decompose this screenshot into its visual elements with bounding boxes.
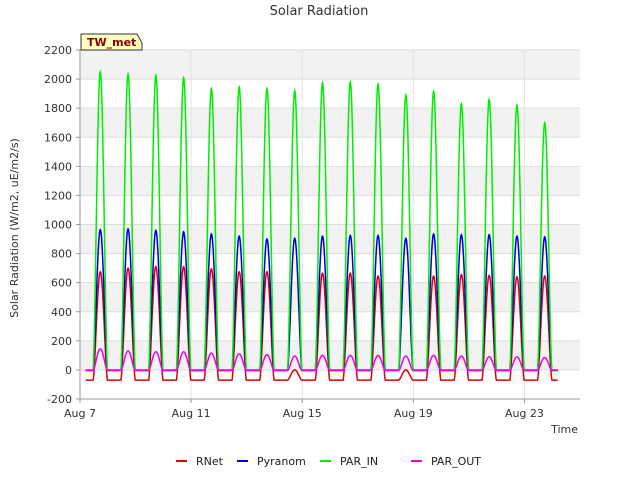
y-tick-label: 1800 [44,102,72,115]
axes: -200 0 200 400 600 800 1000 1200 1400 1600 1800 200… [44,44,580,420]
y-tick-label: 600 [51,277,72,290]
series-lines [85,69,558,381]
legend-label: RNet [196,455,224,468]
x-axis-label: Time [550,423,578,436]
x-tick-label: Aug 15 [283,407,322,420]
series-line-rnet [85,265,558,381]
plot-band [80,50,580,80]
plot-band [80,166,580,196]
y-tick-label: 1600 [44,131,72,144]
legend-label: Pyranom [257,455,306,468]
badge: TW_met [80,33,143,51]
y-tick-label: -200 [47,393,72,406]
series-line-par-out [85,348,558,372]
legend-label: PAR_OUT [431,455,481,468]
plot-band [80,282,580,312]
y-tick-label: 800 [51,248,72,261]
y-tick-label: 1200 [44,189,72,202]
x-tick-label: Aug 11 [172,407,211,420]
x-tick-label: Aug 23 [505,407,544,420]
y-tick-label: 1400 [44,160,72,173]
y-tick-label: 2200 [44,44,72,57]
x-tick-label: Aug 19 [394,407,433,420]
y-tick-label: 1000 [44,219,72,232]
y-tick-label: 0 [65,364,72,377]
y-tick-label: 200 [51,335,72,348]
legend-label: PAR_IN [340,455,378,468]
x-tick-label: Aug 7 [64,407,96,420]
y-tick-label: 2000 [44,73,72,86]
plot-band [80,224,580,254]
y-axis-label: Solar Radiation (W/m2, uE/m2/s) [8,138,21,318]
badge-box [80,33,143,51]
badge-label: TW_met [87,36,136,49]
legend: RNet Pyranom PAR_IN PAR_OUT [176,455,481,468]
plot-band [80,108,580,138]
chart-title: Solar Radiation [270,4,369,19]
y-tick-label: 400 [51,306,72,319]
